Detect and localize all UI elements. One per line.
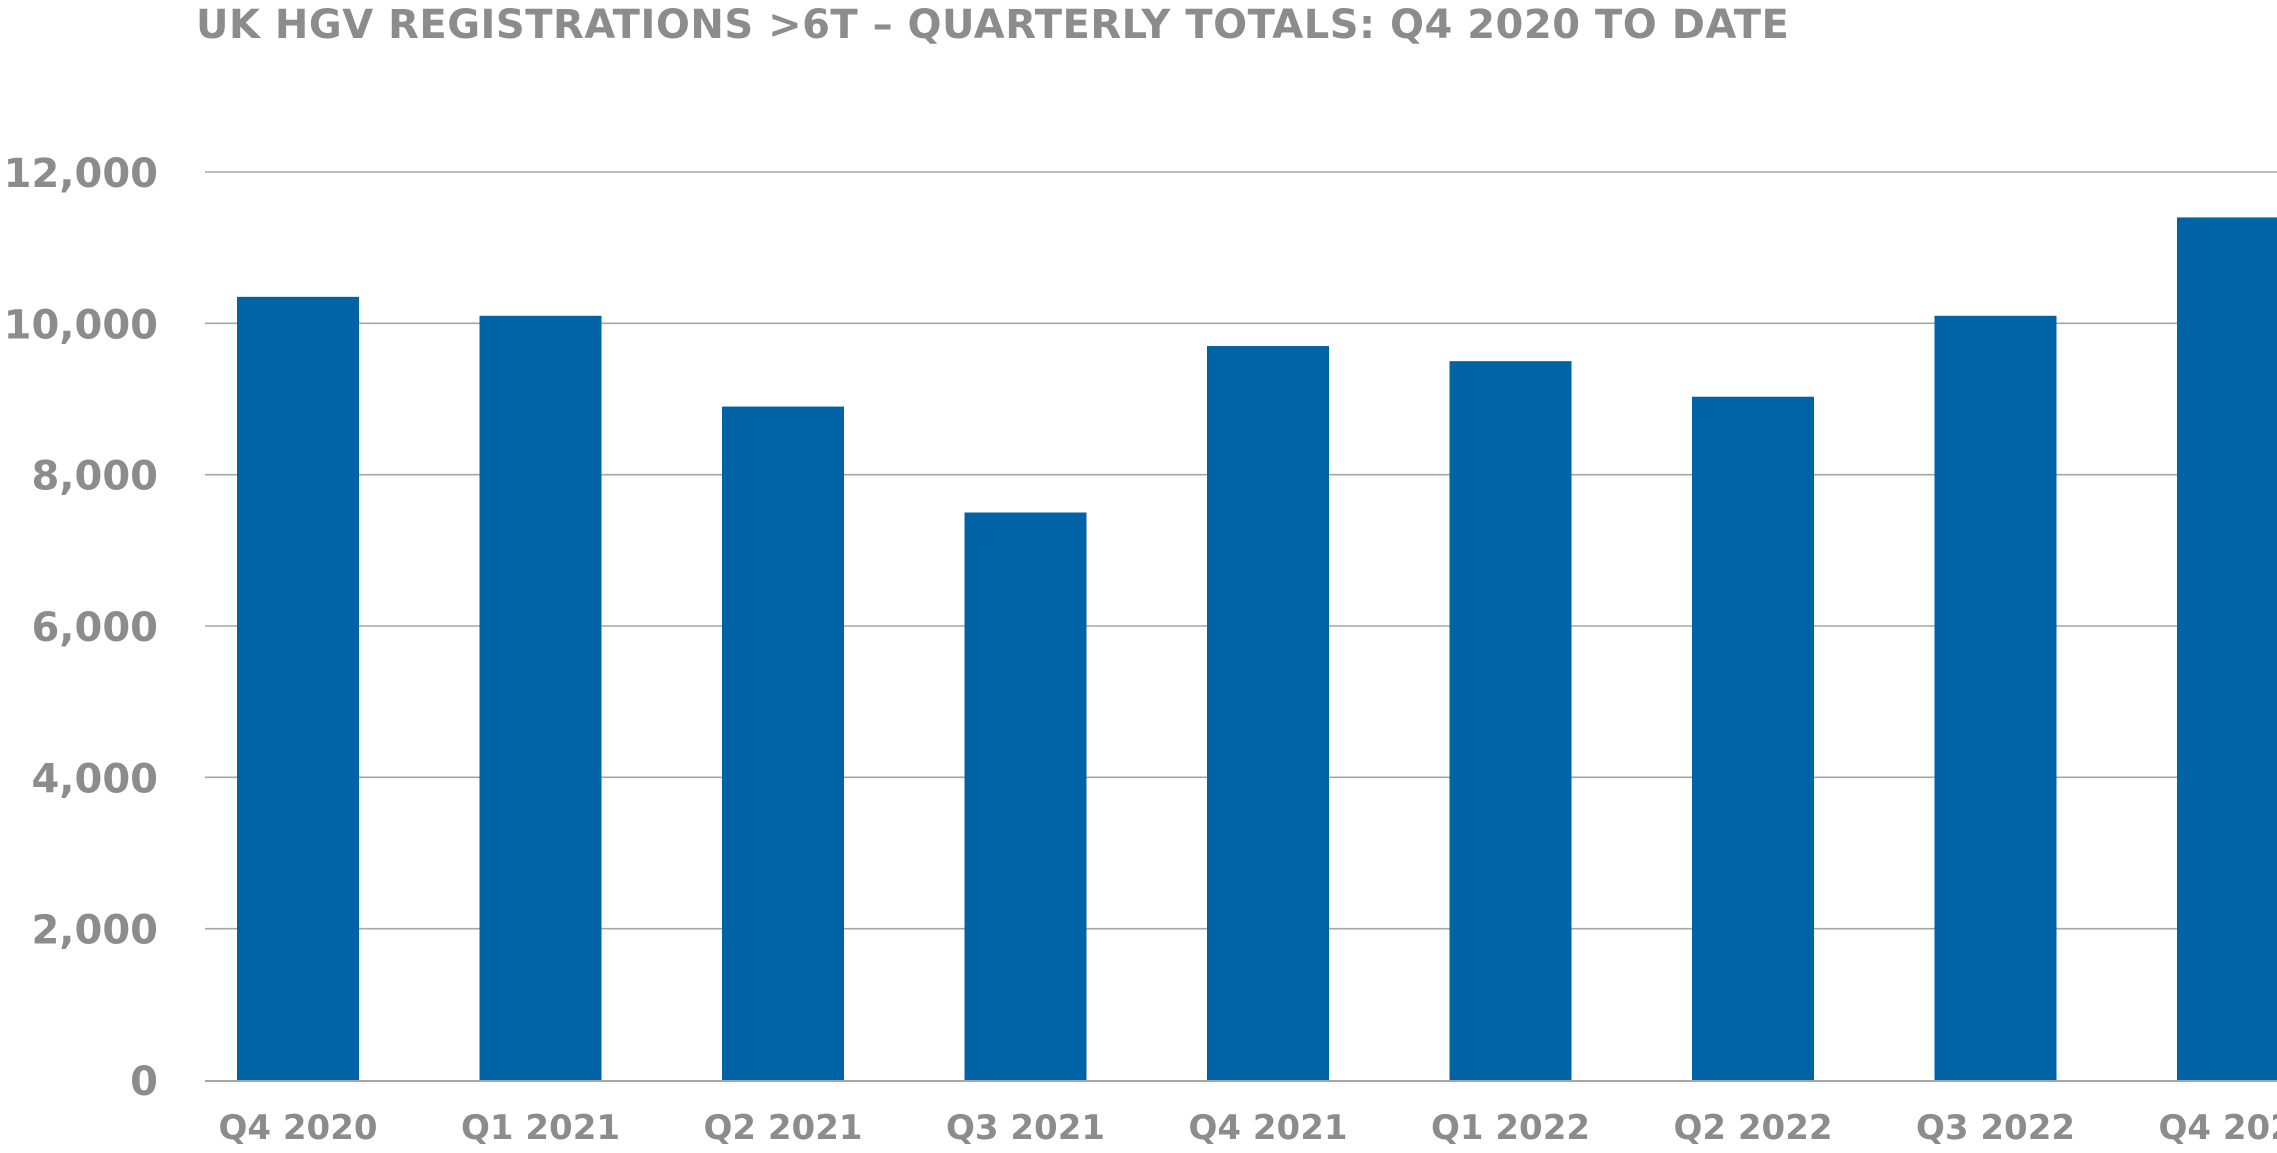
x-tick-label: Q2 2022	[1673, 1108, 1832, 1148]
y-tick-label: 0	[130, 1059, 158, 1105]
y-tick-label: 6,000	[31, 605, 158, 651]
bar-q2-2022	[1692, 396, 1814, 1081]
x-tick-label: Q4 2020	[218, 1108, 377, 1148]
bar-q3-2021	[964, 512, 1087, 1080]
y-tick-label: 12,000	[4, 151, 158, 197]
bar-q2-2021	[722, 406, 844, 1081]
bars	[237, 217, 2277, 1081]
x-tick-label: Q2 2021	[703, 1108, 862, 1148]
y-tick-label: 2,000	[31, 908, 158, 954]
x-tick-label: Q4 2022	[2158, 1108, 2277, 1148]
y-tick-label: 4,000	[31, 756, 158, 802]
x-axis-tick-labels: Q4 2020 Q1 2021 Q2 2021 Q3 2021 Q4 2021 Q1 20…	[218, 1108, 2277, 1148]
x-tick-label: Q3 2022	[1916, 1108, 2075, 1148]
bar-q3-2022	[1934, 315, 2057, 1080]
y-axis-tick-labels: 0 2,000 4,000 6,000 8,000 10,000 12,000	[4, 151, 158, 1105]
bar-q1-2022	[1449, 361, 1572, 1081]
x-tick-label: Q1 2021	[461, 1108, 620, 1148]
bar-q4-2022	[2177, 217, 2277, 1080]
y-tick-label: 8,000	[31, 454, 158, 500]
bar-q4-2020	[237, 296, 359, 1081]
x-tick-label: Q4 2021	[1188, 1108, 1347, 1148]
bar-q1-2021	[479, 315, 602, 1080]
x-tick-label: Q3 2021	[946, 1108, 1105, 1148]
bar-q4-2021	[1207, 346, 1329, 1080]
chart-title: UK HGV REGISTRATIONS >6T – QUARTERLY TOT…	[196, 2, 1790, 48]
y-tick-label: 10,000	[4, 302, 158, 348]
x-tick-label: Q1 2022	[1431, 1108, 1590, 1148]
